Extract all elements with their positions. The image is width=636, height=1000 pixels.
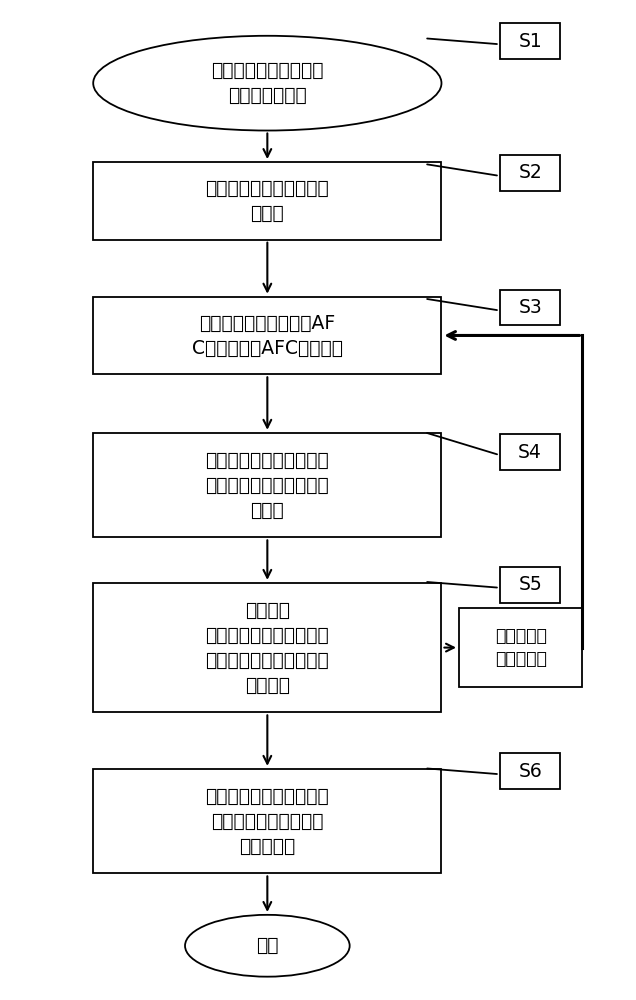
FancyBboxPatch shape (93, 583, 441, 712)
FancyBboxPatch shape (93, 433, 441, 537)
FancyBboxPatch shape (500, 290, 560, 325)
Text: 结束: 结束 (256, 936, 279, 955)
Text: 断开锁相环环路，进行AF
C过程，等待AFC完成标志: 断开锁相环环路，进行AF C过程，等待AFC完成标志 (192, 313, 343, 357)
FancyBboxPatch shape (93, 769, 441, 873)
Ellipse shape (185, 915, 350, 977)
Text: S2: S2 (518, 163, 542, 182)
Text: 当增益自校准完成后，对
高、低通两支路进行延
时匹配控制: 当增益自校准完成后，对 高、低通两支路进行延 时匹配控制 (205, 787, 329, 856)
Text: S3: S3 (518, 298, 542, 317)
Text: S1: S1 (518, 32, 542, 51)
Text: S5: S5 (518, 575, 542, 594)
Text: 电池上电使能检测，对
发射机进行校准: 电池上电使能检测，对 发射机进行校准 (211, 61, 324, 105)
FancyBboxPatch shape (500, 155, 560, 191)
Text: 闭合锁相环环路，等待锁
定，锁定检测电路输出锁
定标志: 闭合锁相环环路，等待锁 定，锁定检测电路输出锁 定标志 (205, 451, 329, 520)
FancyBboxPatch shape (500, 23, 560, 59)
FancyBboxPatch shape (93, 297, 441, 374)
Ellipse shape (93, 36, 441, 131)
Text: 设置锁相环工作频点对应
控制字: 设置锁相环工作频点对应 控制字 (205, 179, 329, 223)
FancyBboxPatch shape (500, 567, 560, 603)
FancyBboxPatch shape (459, 608, 583, 687)
FancyBboxPatch shape (93, 162, 441, 240)
FancyBboxPatch shape (500, 434, 560, 470)
Text: 正常工作中
若温度巨变: 正常工作中 若温度巨变 (495, 627, 546, 668)
Text: S4: S4 (518, 443, 542, 462)
FancyBboxPatch shape (500, 753, 560, 789)
Text: 开启增益
自校准电路，发送校准数
据和校准时钟，等待校准
完成标志: 开启增益 自校准电路，发送校准数 据和校准时钟，等待校准 完成标志 (205, 601, 329, 695)
Text: S6: S6 (518, 762, 542, 781)
